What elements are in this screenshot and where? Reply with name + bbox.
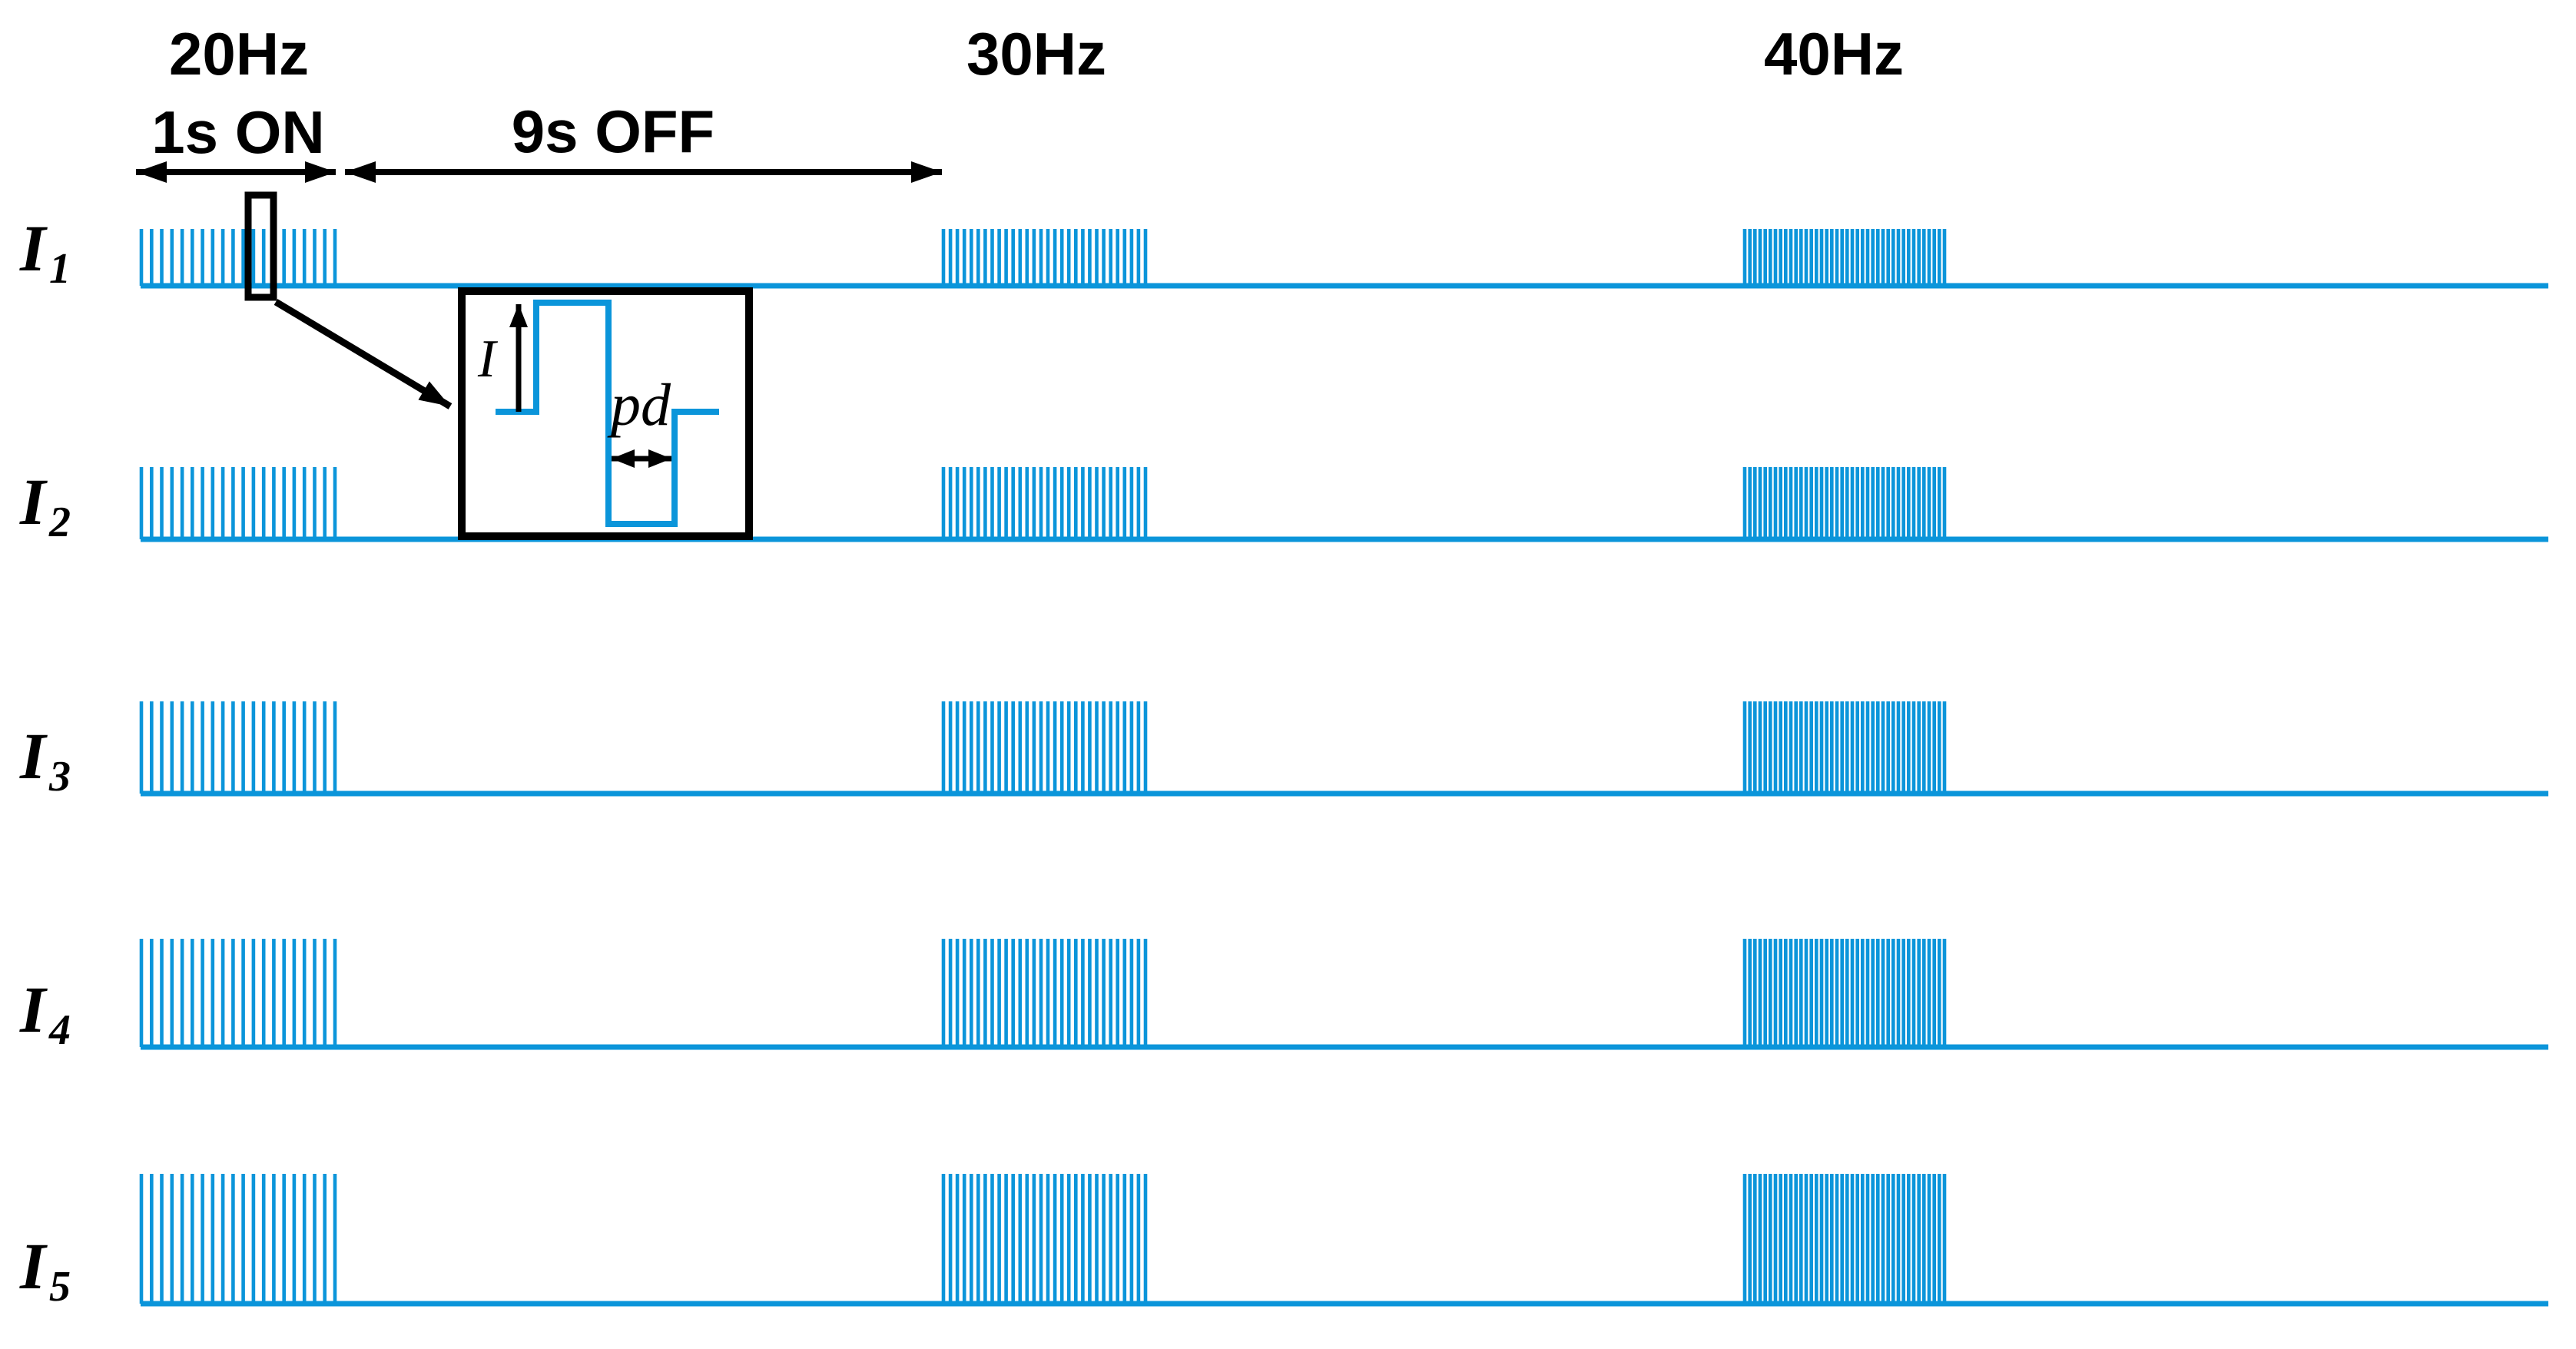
row-label-sub: 3 (48, 753, 71, 800)
pulse-train-row-3 (139, 701, 1947, 794)
row-label-sub: 4 (48, 1006, 71, 1054)
pulse-train-row-5 (139, 1174, 1947, 1304)
pulse-train-row-4 (139, 939, 1947, 1047)
row-label-sub: 1 (49, 245, 71, 293)
row-label-main: I (19, 211, 48, 285)
row-label-main: I (19, 1229, 48, 1303)
row-label-main: I (19, 973, 48, 1046)
on-duration-label: 1s ON (151, 98, 324, 166)
row-label-main: I (19, 465, 48, 539)
row-label-i1: I 1 (19, 211, 71, 293)
row-label-i5: I 5 (19, 1229, 71, 1311)
amplitude-label: I (477, 330, 499, 389)
pulse-traces (139, 229, 2548, 1307)
row-label-main: I (19, 719, 48, 793)
row-label-i4: I 4 (19, 973, 71, 1054)
row-label-sub: 5 (49, 1263, 71, 1311)
row-label-i2: I 2 (19, 465, 71, 546)
pulse-highlight-rect (244, 191, 277, 301)
inset-leader-arrow (274, 299, 453, 409)
pulse-duration-label: pd (607, 371, 671, 438)
freq-label-30hz: 30Hz (966, 20, 1106, 88)
freq-label-20hz: 20Hz (169, 20, 309, 88)
pulse-shape-inset: I pd (458, 287, 753, 540)
inset-box (458, 287, 753, 540)
freq-label-40hz: 40Hz (1764, 20, 1904, 88)
row-label-i3: I 3 (19, 719, 71, 800)
pulse-train-row-1 (139, 229, 1947, 286)
off-duration-label: 9s OFF (512, 98, 714, 165)
biphasic-pulse-waveform (496, 300, 719, 527)
row-label-sub: 2 (48, 499, 71, 546)
pulse-train-row-2 (139, 467, 1947, 539)
